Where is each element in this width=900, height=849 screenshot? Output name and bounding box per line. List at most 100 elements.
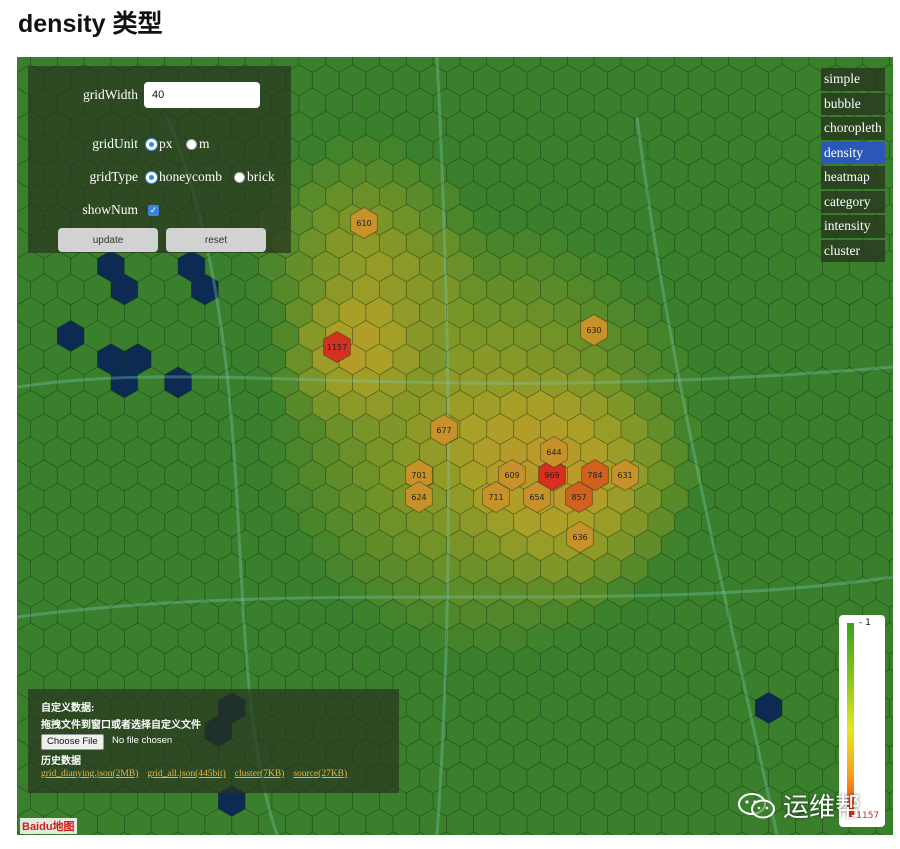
hotspot-cell[interactable]	[580, 313, 608, 347]
hex-cell[interactable]	[594, 831, 621, 835]
hotspot-cell[interactable]	[482, 480, 510, 514]
history-title: 历史数据	[41, 756, 81, 767]
grid-unit-label: gridUnit	[92, 136, 138, 151]
control-panel: gridWidth gridUnit px m gridType honeyco…	[28, 66, 291, 253]
reset-button[interactable]: reset	[166, 228, 266, 252]
road-line	[435, 57, 451, 835]
hex-cell[interactable]	[17, 831, 30, 835]
grid-type-label: gridType	[89, 169, 138, 184]
baidu-logo: Baidu地图	[20, 818, 77, 834]
legend-max-label: -1157	[853, 811, 880, 821]
hex-cell[interactable]	[541, 831, 568, 835]
hex-cell[interactable]	[648, 831, 675, 835]
grid-width-input[interactable]	[144, 82, 260, 108]
menu-item-simple[interactable]: simple	[821, 68, 885, 91]
hex-cell[interactable]	[84, 831, 111, 835]
hex-cell[interactable]	[675, 831, 702, 835]
hex-cell[interactable]	[889, 57, 894, 73]
hotspot-cell[interactable]	[350, 206, 378, 240]
menu-item-heatmap[interactable]: heatmap	[821, 166, 885, 189]
hex-cell[interactable]	[567, 831, 594, 835]
menu-item-intensity[interactable]: intensity	[821, 215, 885, 238]
menu-item-bubble[interactable]: bubble	[821, 92, 885, 115]
menu-item-category[interactable]: category	[821, 190, 885, 213]
hotspot-count: 610	[356, 219, 371, 228]
history-link-grid-dianying[interactable]: grid_dianying.json(2MB)	[41, 769, 139, 779]
hotspot-cell[interactable]	[540, 435, 568, 469]
unit-option-px[interactable]: px	[146, 136, 173, 152]
grid-width-label: gridWidth	[83, 87, 138, 102]
hotspot-cell[interactable]	[430, 413, 458, 447]
hotspot-cell[interactable]	[405, 458, 433, 492]
hotspot-cell[interactable]	[566, 520, 594, 554]
radio-checked-icon[interactable]	[146, 139, 157, 151]
history-link-grid-all[interactable]: grid_all.json(445bit)	[147, 769, 226, 779]
hotspot-cell[interactable]	[498, 458, 526, 492]
watermark-text: 运维帮	[783, 793, 862, 823]
hex-cell[interactable]	[809, 831, 836, 835]
show-num-checkbox[interactable]: ✓	[148, 204, 159, 216]
hotspot-cell[interactable]	[581, 458, 609, 492]
type-option-honeycomb[interactable]: honeycomb	[146, 169, 222, 185]
show-num-label: showNum	[82, 202, 138, 217]
hotspot-count: 1157	[327, 343, 347, 352]
hex-cell[interactable]	[702, 831, 729, 835]
hotspot-count: 644	[546, 448, 561, 457]
hotspot-count: 701	[411, 471, 426, 480]
history-link-cluster[interactable]: cluster(7KB)	[234, 769, 285, 779]
hex-cell[interactable]	[165, 831, 192, 835]
hex-cell[interactable]	[433, 831, 460, 835]
hotspot-count: 677	[436, 426, 451, 435]
hotspot-cell[interactable]	[565, 480, 593, 514]
watermark: 运维帮	[737, 787, 861, 824]
hex-cell[interactable]	[245, 831, 272, 835]
road-line	[635, 116, 779, 835]
hex-cell[interactable]	[621, 831, 648, 835]
color-legend: - 1 -1157	[839, 615, 885, 827]
hotspot-count: 969	[544, 471, 559, 480]
type-menu: simple bubble choropleth density heatmap…	[821, 68, 885, 264]
menu-item-choropleth[interactable]: choropleth	[821, 117, 885, 140]
hex-cell[interactable]	[299, 831, 326, 835]
hex-cell[interactable]	[728, 831, 755, 835]
history-link-source[interactable]: source(27KB)	[293, 769, 348, 779]
hotspot-count: 609	[504, 471, 519, 480]
hex-cell[interactable]	[755, 831, 782, 835]
radio-unchecked-icon[interactable]	[234, 172, 245, 184]
hex-cell[interactable]	[406, 831, 433, 835]
menu-item-cluster[interactable]: cluster	[821, 239, 885, 262]
hotspot-cell[interactable]	[611, 458, 639, 492]
hex-cell[interactable]	[460, 831, 487, 835]
density-map[interactable]: 1157 969 857 784 701 711 677 654 644 636 631 630 624…	[17, 57, 893, 835]
hex-cell[interactable]	[138, 831, 165, 835]
hotspot-count: 636	[572, 533, 587, 542]
hex-cell[interactable]	[487, 831, 514, 835]
radio-checked-icon[interactable]	[146, 172, 157, 184]
hotspot-count: 630	[586, 326, 601, 335]
legend-gradient-bar	[847, 623, 854, 817]
custom-data-panel: 自定义数据: 拖拽文件到窗口或者选择自定义文件 Choose File No f…	[28, 689, 399, 793]
update-button[interactable]: update	[58, 228, 158, 252]
type-option-brick[interactable]: brick	[234, 169, 275, 185]
hex-cell[interactable]	[353, 831, 380, 835]
wechat-icon	[737, 791, 777, 821]
hotspot-cell[interactable]	[523, 480, 551, 514]
hex-cell[interactable]	[192, 831, 219, 835]
hotspot-count: 631	[617, 471, 632, 480]
hex-cell[interactable]	[326, 831, 353, 835]
hex-cell[interactable]	[379, 831, 406, 835]
no-file-text: No file chosen	[112, 735, 173, 746]
hex-cell[interactable]	[836, 831, 863, 835]
radio-unchecked-icon[interactable]	[186, 139, 197, 151]
hex-cell[interactable]	[218, 831, 245, 835]
hotspot-cell[interactable]	[405, 480, 433, 514]
hotspot-cell[interactable]	[323, 330, 351, 364]
choose-file-button[interactable]: Choose File	[41, 734, 104, 750]
menu-item-density[interactable]: density	[821, 141, 885, 164]
hex-cell[interactable]	[782, 831, 809, 835]
hex-cell[interactable]	[514, 831, 541, 835]
hex-cell[interactable]	[272, 831, 299, 835]
hex-cell[interactable]	[863, 831, 890, 835]
unit-option-m[interactable]: m	[186, 136, 210, 152]
hex-cell[interactable]	[111, 831, 138, 835]
